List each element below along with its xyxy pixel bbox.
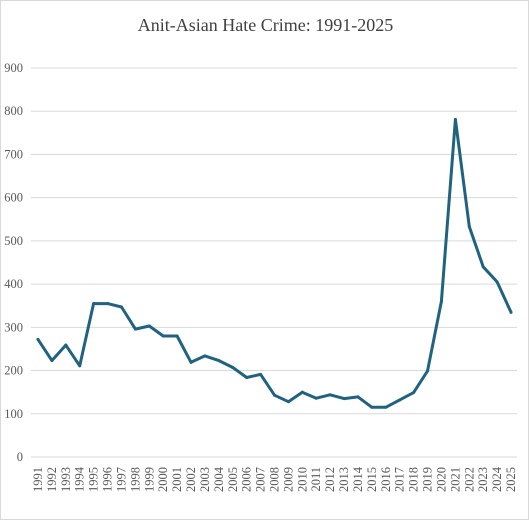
data-point-1997 <box>119 305 123 309</box>
data-point-1996 <box>106 302 110 306</box>
data-point-2008 <box>273 393 276 397</box>
x-tick-label: 2002 <box>184 467 198 492</box>
y-tick-label: 100 <box>4 407 23 421</box>
data-point-2017 <box>398 398 402 402</box>
x-tick-label: 2011 <box>309 467 323 492</box>
data-point-2000 <box>161 334 165 338</box>
x-tick-label: 2010 <box>295 467 309 492</box>
y-tick-label: 200 <box>4 364 23 378</box>
y-tick-label: 600 <box>4 191 23 205</box>
data-point-2025 <box>509 310 513 314</box>
x-tick-label: 2007 <box>254 467 268 492</box>
data-point-2024 <box>495 280 499 284</box>
x-tick-label: 2025 <box>504 467 518 492</box>
data-point-1999 <box>147 324 151 328</box>
x-tick-label: 2020 <box>434 467 448 492</box>
x-tick-label: 2014 <box>351 466 365 492</box>
data-point-2013 <box>342 397 346 401</box>
x-tick-label: 2024 <box>490 466 504 492</box>
x-tick-label: 2022 <box>462 467 476 492</box>
x-tick-label: 2005 <box>226 467 240 492</box>
y-axis: 0 100 200 300 400 500 600 700 800 900 <box>4 61 23 464</box>
data-point-2014 <box>356 395 360 399</box>
data-point-1994 <box>78 364 82 368</box>
data-point-2021 <box>453 117 457 121</box>
data-point-2018 <box>412 391 416 395</box>
x-tick-label: 1992 <box>45 467 59 492</box>
data-point-2011 <box>314 396 318 400</box>
x-axis: 1991 1992 1993 1994 1995 1996 1997 1998 1999 2000… <box>31 466 518 492</box>
y-tick-label: 800 <box>4 104 23 118</box>
x-tick-label: 1996 <box>101 467 115 492</box>
data-point-1993 <box>64 343 68 347</box>
x-tick-label: 2018 <box>407 467 421 492</box>
x-tick-label: 1997 <box>114 467 128 492</box>
data-point-2019 <box>426 369 430 373</box>
data-point-2023 <box>481 265 485 269</box>
x-tick-label: 2013 <box>337 467 351 492</box>
data-point-2010 <box>300 390 304 394</box>
x-tick-label: 1994 <box>73 466 87 492</box>
y-tick-label: 300 <box>4 320 23 334</box>
data-point-2005 <box>231 366 235 370</box>
series-line-group <box>36 117 513 409</box>
x-tick-label: 2016 <box>379 467 393 492</box>
data-point-2009 <box>286 400 290 404</box>
x-tick-label: 2019 <box>421 467 435 492</box>
y-tick-label: 0 <box>17 450 23 464</box>
x-tick-label: 2009 <box>281 467 295 492</box>
x-tick-label: 2006 <box>240 467 254 492</box>
data-point-2022 <box>467 225 471 229</box>
data-point-2015 <box>370 405 374 409</box>
x-tick-label: 1991 <box>31 467 45 492</box>
x-tick-label: 2017 <box>393 467 407 492</box>
data-point-2007 <box>259 372 263 376</box>
series-line <box>36 117 513 409</box>
data-point-2001 <box>175 334 179 338</box>
x-tick-label: 1999 <box>142 467 156 492</box>
y-tick-label: 900 <box>4 61 23 75</box>
data-point-2016 <box>384 405 388 409</box>
y-tick-label: 700 <box>4 147 23 161</box>
x-tick-label: 2003 <box>198 467 212 492</box>
data-point-2002 <box>189 360 193 364</box>
x-tick-label: 1993 <box>59 467 73 492</box>
data-point-2003 <box>203 354 207 358</box>
x-tick-label: 2004 <box>212 466 226 492</box>
data-point-1998 <box>133 327 137 331</box>
data-point-1991 <box>36 337 40 341</box>
data-point-2020 <box>439 299 443 303</box>
x-tick-label: 2021 <box>448 467 462 492</box>
x-tick-label: 2015 <box>365 467 379 492</box>
x-tick-label: 1998 <box>128 467 142 492</box>
data-point-2004 <box>217 359 221 363</box>
x-tick-label: 2000 <box>156 467 170 492</box>
data-point-2012 <box>328 393 332 397</box>
x-tick-label: 2008 <box>268 467 282 492</box>
data-point-2006 <box>245 375 249 379</box>
y-tick-label: 400 <box>4 277 23 291</box>
data-point-1995 <box>92 302 96 306</box>
y-tick-label: 500 <box>4 234 23 248</box>
chart-title: Anit-Asian Hate Crime: 1991-2025 <box>137 15 394 35</box>
x-tick-label: 2023 <box>476 467 490 492</box>
data-point-1992 <box>50 359 54 363</box>
x-tick-label: 1995 <box>87 467 101 492</box>
x-tick-label: 2001 <box>170 467 184 492</box>
x-tick-label: 2012 <box>323 467 337 492</box>
